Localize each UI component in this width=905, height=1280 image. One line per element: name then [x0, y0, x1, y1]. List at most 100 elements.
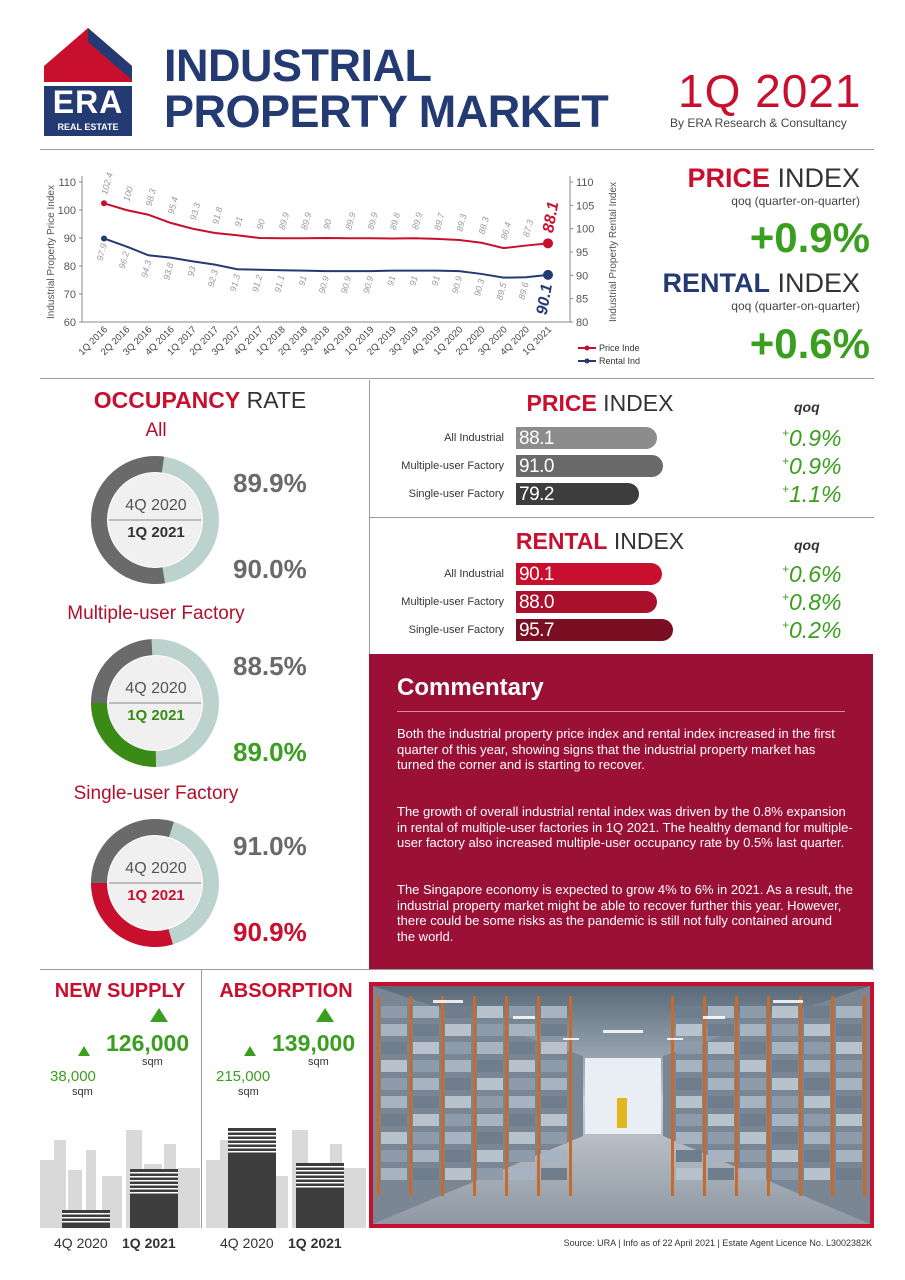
forklift-icon	[617, 1098, 627, 1128]
data-label: 100	[121, 185, 135, 202]
shelf-box	[381, 1006, 407, 1018]
section-divider-1	[40, 378, 874, 379]
supply-bar-stripe	[62, 1213, 110, 1215]
rental-point	[543, 269, 553, 280]
shelf-box	[804, 1024, 830, 1036]
occupancy-heading: OCCUPANCY RATE	[93, 387, 307, 413]
shelf-box	[541, 1006, 567, 1018]
shelf-box	[541, 1024, 567, 1036]
shelf-box	[509, 1168, 535, 1180]
data-label: 93.8	[161, 262, 175, 282]
up-arrow-icon	[316, 1008, 334, 1022]
shelf-box	[477, 1006, 503, 1018]
shelf-box	[708, 1006, 734, 1018]
skyline-building	[178, 1168, 200, 1228]
shelf-box	[381, 1024, 407, 1036]
shelf-box	[836, 1006, 862, 1018]
rental-end-label: 90.1	[534, 283, 556, 317]
shelf-box	[836, 1150, 862, 1162]
shelf-box	[509, 1060, 535, 1072]
right-tick-label: 100	[576, 224, 594, 236]
shelf-box	[413, 1042, 439, 1054]
shelf-box	[836, 1060, 862, 1072]
occupancy-donut	[89, 454, 223, 588]
y2-axis-label: Industrial Property Rental Index	[608, 182, 619, 322]
shelf-box	[836, 1096, 862, 1108]
shelf-box	[836, 1132, 862, 1144]
shelf-box	[509, 1114, 535, 1126]
shelf-box	[413, 1060, 439, 1072]
up-arrow-icon	[244, 1046, 256, 1056]
shelf-box	[445, 1096, 471, 1108]
data-label: 91.1	[272, 274, 286, 294]
shelf-box	[445, 1132, 471, 1144]
data-label: 90	[255, 218, 267, 230]
shelf-box	[804, 1042, 830, 1054]
price-point	[543, 238, 553, 249]
shelf-upright	[569, 996, 572, 1196]
legend-label: Price Index	[599, 343, 640, 353]
legend-label: Rental Index	[599, 356, 640, 366]
shelf-box	[772, 1006, 798, 1018]
donut-prev-label: 4Q 2020	[125, 680, 187, 697]
donut-curr-quarter-arc	[91, 883, 173, 947]
qoq-value: +0.2%	[782, 617, 841, 644]
header-divider	[40, 149, 874, 150]
occupancy-donut	[89, 817, 223, 951]
shelf-box	[381, 1096, 407, 1108]
shelf-box	[708, 1042, 734, 1054]
kpi-rental-sub: qoq (quarter-on-quarter)	[731, 299, 860, 313]
qoq-text: 0.9%	[789, 425, 842, 451]
supply-bar-stripe	[62, 1221, 110, 1223]
index-bar: 79.2	[516, 483, 639, 505]
legend-dot	[584, 358, 590, 364]
shelf-box	[708, 1078, 734, 1090]
shelf-box	[541, 1132, 567, 1144]
data-label: 94.3	[139, 259, 153, 279]
plus-sign: +	[782, 482, 790, 496]
right-tick-label: 105	[576, 200, 594, 212]
data-label: 89.9	[277, 211, 291, 231]
occupancy-donut-svg	[91, 456, 219, 584]
bar-value-label: 91.0	[519, 456, 554, 477]
shelf-box	[772, 1168, 798, 1180]
supply-unit: sqm	[238, 1086, 259, 1098]
occupancy-curr-value: 90.9%	[233, 917, 307, 947]
qoq-text: 0.2%	[789, 617, 842, 643]
shelf-box	[477, 1024, 503, 1036]
data-label: 88.3	[477, 216, 491, 236]
donut-curr-label: 1Q 2021	[127, 887, 185, 904]
byline: By ERA Research & Consultancy	[670, 116, 847, 130]
warehouse-shelves	[377, 996, 866, 1196]
qoq-value: +0.9%	[782, 453, 841, 480]
qoq-text: 0.8%	[789, 589, 842, 615]
supply-bar-stripe	[130, 1180, 178, 1182]
data-label: 90.3	[472, 278, 486, 298]
shelf-upright	[735, 996, 738, 1196]
shelf-box	[740, 1078, 766, 1090]
shelf-box	[804, 1096, 830, 1108]
qoq-text: 1.1%	[789, 481, 842, 507]
data-label: 89.9	[343, 211, 357, 231]
occupancy-prev-value: 89.9%	[233, 468, 307, 498]
occupancy-curr-value: 89.0%	[233, 737, 307, 767]
shelf-box	[381, 1168, 407, 1180]
data-label: 96.2	[117, 250, 131, 270]
shelf-box	[477, 1096, 503, 1108]
shelf-box	[445, 1024, 471, 1036]
shelf-box	[836, 1078, 862, 1090]
supply-unit: sqm	[142, 1056, 163, 1068]
shelf-box	[541, 1060, 567, 1072]
data-label: 89.5	[494, 281, 508, 301]
shelf-box	[541, 1150, 567, 1162]
shelf-box	[509, 1132, 535, 1144]
shelf-box	[804, 1078, 830, 1090]
shelf-box	[509, 1150, 535, 1162]
shelf-box	[708, 1024, 734, 1036]
commentary-rule	[397, 711, 845, 712]
data-label: 91.3	[228, 273, 242, 293]
data-label: 89.9	[410, 211, 424, 231]
shelf-box	[804, 1168, 830, 1180]
index-bar: 88.0	[516, 591, 657, 613]
shelf-upright	[473, 996, 476, 1196]
